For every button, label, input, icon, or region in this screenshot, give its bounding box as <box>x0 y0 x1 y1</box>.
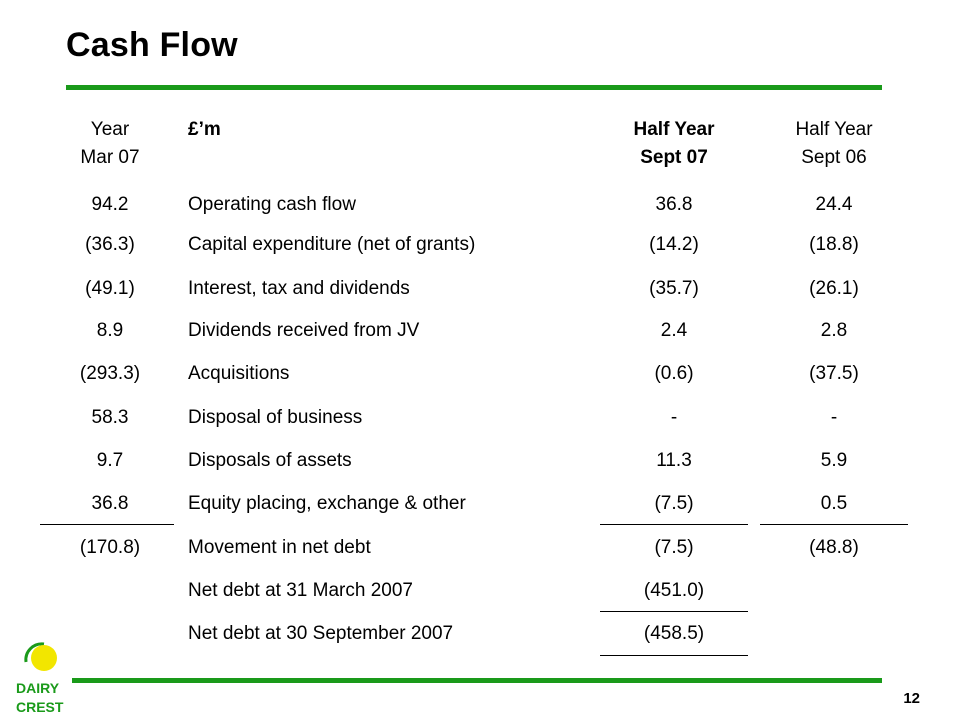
cell-label: Dividends received from JV <box>188 320 420 341</box>
cell-half-year-07: 11.3 <box>656 450 692 471</box>
rule-net-debt-open <box>600 611 748 612</box>
cell-label: Equity placing, exchange & other <box>188 493 466 514</box>
table-row: (36.3) Capital expenditure (net of grant… <box>0 230 960 260</box>
cell-year-mar-07: 9.7 <box>96 450 124 471</box>
dairy-crest-logo: DAIRY CREST <box>14 636 74 716</box>
table-row: 94.2 Operating cash flow 36.8 24.4 <box>0 190 960 220</box>
cell-label: Net debt at 31 March 2007 <box>188 580 413 601</box>
cell-year-mar-07: 58.3 <box>91 407 129 428</box>
cell-half-year-07: (458.5) <box>643 623 705 644</box>
cell-label: Capital expenditure (net of grants) <box>188 234 476 255</box>
cell-half-year-07: (14.2) <box>649 234 699 255</box>
cell-year-mar-07: (170.8) <box>79 537 141 558</box>
table-row: 36.8 Equity placing, exchange & other (7… <box>0 489 960 519</box>
header-year-line2: Mar 07 <box>80 147 140 168</box>
cell-half-year-07: 36.8 <box>655 194 693 215</box>
table-row: Net debt at 30 September 2007 (458.5) <box>0 619 960 649</box>
cell-half-year-06: (18.8) <box>809 234 859 255</box>
table-row: (49.1) Interest, tax and dividends (35.7… <box>0 274 960 304</box>
cell-half-year-06: 5.9 <box>820 450 848 471</box>
cell-year-mar-07: 36.8 <box>91 493 129 514</box>
table-row: (293.3) Acquisitions (0.6) (37.5) <box>0 359 960 389</box>
table-row: 8.9 Dividends received from JV 2.4 2.8 <box>0 316 960 346</box>
header-h06-line1: Half Year <box>795 119 873 140</box>
header-year-mar-07: Year Mar 07 <box>40 116 180 172</box>
slide-title: Cash Flow <box>66 26 238 64</box>
cell-year-mar-07: (293.3) <box>79 363 141 384</box>
subtotal-rule-h06 <box>760 524 908 525</box>
rule-net-debt-close <box>600 655 748 656</box>
cell-half-year-06: 24.4 <box>815 194 853 215</box>
logo-line1: DAIRY <box>16 680 60 696</box>
cell-label: Interest, tax and dividends <box>188 278 410 299</box>
cell-half-year-07: - <box>670 407 678 428</box>
page-number: 12 <box>903 690 920 707</box>
cell-year-mar-07: 94.2 <box>91 194 129 215</box>
cell-label: Acquisitions <box>188 363 290 384</box>
cell-label: Movement in net debt <box>188 537 371 558</box>
cell-year-mar-07: (36.3) <box>85 234 135 255</box>
header-units: £’m <box>188 119 221 140</box>
table-row: 9.7 Disposals of assets 11.3 5.9 <box>0 446 960 476</box>
table-row: 58.3 Disposal of business - - <box>0 403 960 433</box>
footer-rule <box>72 678 882 683</box>
cell-half-year-07: (0.6) <box>654 363 694 384</box>
cell-label: Net debt at 30 September 2007 <box>188 623 454 644</box>
header-year-line1: Year <box>90 119 130 140</box>
sun-icon: DAIRY CREST <box>16 642 64 715</box>
cell-half-year-06: 2.8 <box>820 320 848 341</box>
cell-half-year-07: (7.5) <box>654 537 694 558</box>
cell-half-year-06: - <box>830 407 838 428</box>
table-row-total: (170.8) Movement in net debt (7.5) (48.8… <box>0 533 960 563</box>
cell-year-mar-07: 8.9 <box>96 320 124 341</box>
cell-half-year-07: (451.0) <box>643 580 705 601</box>
subtotal-rule-year <box>40 524 174 525</box>
cell-year-mar-07: (49.1) <box>85 278 135 299</box>
cell-label: Operating cash flow <box>188 194 356 215</box>
cell-half-year-06: 0.5 <box>820 493 848 514</box>
cell-half-year-06: (48.8) <box>809 537 859 558</box>
header-half-year-sept-06: Half Year Sept 06 <box>760 116 908 172</box>
cell-half-year-07: (7.5) <box>654 493 694 514</box>
cell-half-year-07: 2.4 <box>660 320 688 341</box>
cell-half-year-07: (35.7) <box>649 278 699 299</box>
logo-line2: CREST <box>16 699 64 715</box>
cell-label: Disposals of assets <box>188 450 352 471</box>
subtotal-rule-h07 <box>600 524 748 525</box>
cell-half-year-06: (26.1) <box>809 278 859 299</box>
cell-half-year-06: (37.5) <box>809 363 859 384</box>
header-h06-line2: Sept 06 <box>801 147 867 168</box>
header-half-year-sept-07: Half Year Sept 07 <box>600 116 748 172</box>
table-row: Net debt at 31 March 2007 (451.0) <box>0 576 960 606</box>
header-h07-line1: Half Year <box>633 119 715 140</box>
cell-label: Disposal of business <box>188 407 363 428</box>
header-h07-line2: Sept 07 <box>640 147 708 168</box>
title-underline <box>66 85 882 90</box>
